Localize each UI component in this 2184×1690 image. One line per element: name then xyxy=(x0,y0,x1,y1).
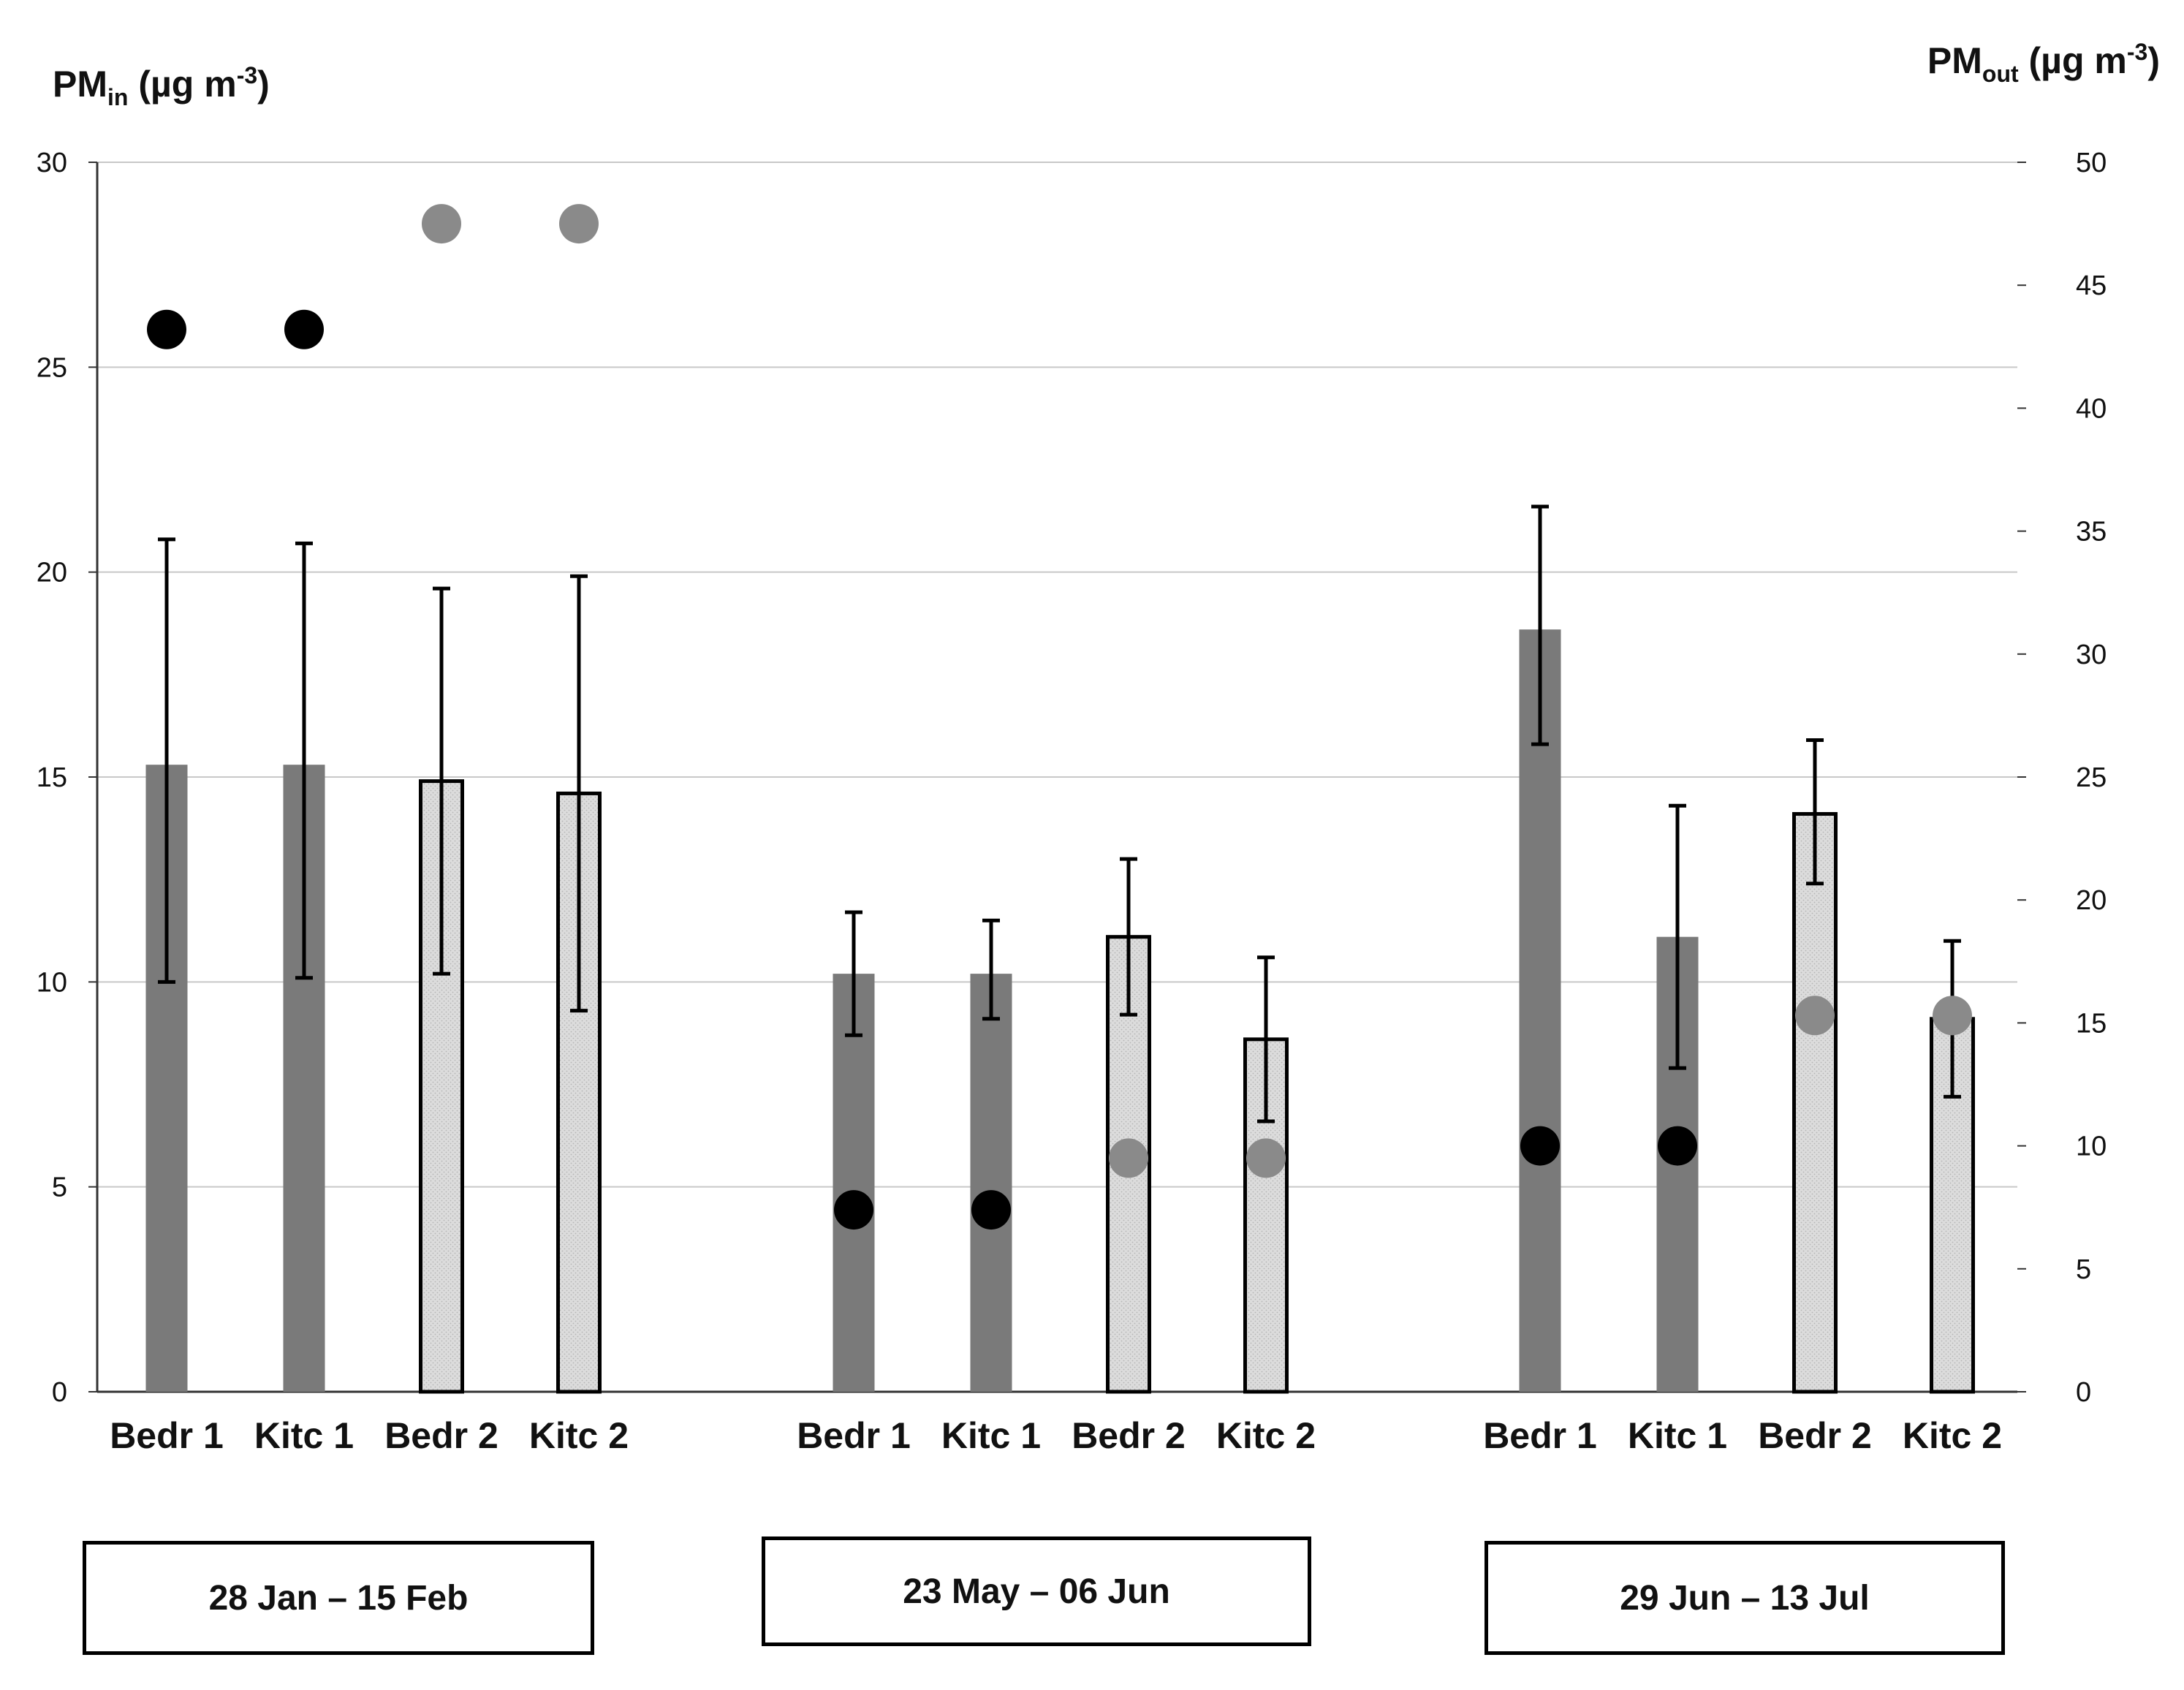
bar-dark xyxy=(970,974,1012,1392)
right-tick-label: 5 xyxy=(2076,1254,2091,1285)
bar-dark xyxy=(1519,629,1561,1392)
left-tick-label: 25 xyxy=(37,352,67,383)
left-tick-label: 15 xyxy=(37,762,67,793)
right-tick-label: 20 xyxy=(2076,885,2107,916)
pm-out-dot xyxy=(1658,1126,1697,1166)
pm-out-dot xyxy=(559,204,599,244)
category-label: Bedr 2 xyxy=(1758,1415,1872,1456)
left-axis-title: PMin (µg m-3) xyxy=(53,62,270,110)
left-tick-label: 0 xyxy=(52,1377,67,1408)
pm-out-dot xyxy=(422,204,461,244)
bars xyxy=(145,629,1975,1394)
category-label: Kitc 2 xyxy=(1903,1415,2002,1456)
grid-lines xyxy=(97,162,2017,1188)
category-label: Kitc 1 xyxy=(1628,1415,1727,1456)
left-tick-label: 30 xyxy=(37,148,67,178)
pm-out-dot xyxy=(1246,1138,1286,1178)
pm-out-points xyxy=(147,204,1972,1230)
right-tick-label: 50 xyxy=(2076,148,2107,178)
period-label-box: 29 Jun – 13 Jul xyxy=(1485,1541,2005,1655)
category-label: Kitc 1 xyxy=(254,1415,354,1456)
left-tick-label: 10 xyxy=(37,967,67,998)
right-tick-label: 10 xyxy=(2076,1132,2107,1162)
right-tick-label: 0 xyxy=(2076,1377,2091,1408)
category-label: Bedr 2 xyxy=(384,1415,498,1456)
period-label-box: 28 Jan – 15 Feb xyxy=(83,1541,594,1655)
right-tick-label: 40 xyxy=(2076,393,2107,424)
pm-out-dot xyxy=(1520,1126,1560,1166)
category-label: Kitc 2 xyxy=(529,1415,629,1456)
right-tick-label: 35 xyxy=(2076,517,2107,547)
right-tick-label: 25 xyxy=(2076,762,2107,793)
category-label: Kitc 1 xyxy=(941,1415,1041,1456)
category-label: Bedr 1 xyxy=(1483,1415,1597,1456)
pm-out-dot xyxy=(1933,996,1972,1036)
pm-out-dot xyxy=(284,309,324,349)
pm-out-dot xyxy=(1795,996,1835,1036)
right-tick-label: 15 xyxy=(2076,1008,2107,1039)
category-label: Kitc 2 xyxy=(1216,1415,1316,1456)
category-label: Bedr 1 xyxy=(797,1415,911,1456)
left-tick-label: 5 xyxy=(52,1172,67,1203)
bar-light xyxy=(1792,811,1838,1394)
labels: 0 5 10 15 20 25 30 0 5 10 15 20 25 30 35 40 45 50 PMin (µg… xyxy=(37,39,2160,1456)
left-tick-label: 20 xyxy=(37,558,67,588)
category-label: Bedr 1 xyxy=(110,1415,224,1456)
category-label: Bedr 2 xyxy=(1072,1415,1186,1456)
pm-out-dot xyxy=(147,309,186,349)
pm-out-dot xyxy=(971,1190,1011,1230)
pm-out-dot xyxy=(834,1190,873,1230)
pm-out-dot xyxy=(1109,1138,1148,1178)
right-axis-title: PMout (µg m-3) xyxy=(1927,39,2160,87)
bar-dark xyxy=(833,974,875,1392)
right-tick-label: 30 xyxy=(2076,640,2107,670)
period-label-box: 23 May – 06 Jun xyxy=(762,1536,1311,1646)
right-tick-label: 45 xyxy=(2076,270,2107,301)
error-bars xyxy=(158,504,1961,1123)
